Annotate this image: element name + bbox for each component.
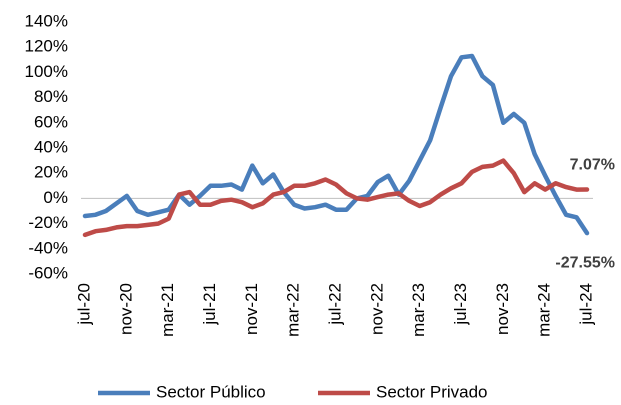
y-tick-label: 0% bbox=[43, 188, 68, 207]
y-tick-label: 120% bbox=[25, 37, 68, 56]
x-tick-label: mar-22 bbox=[284, 283, 303, 337]
y-tick-label: 60% bbox=[34, 112, 68, 131]
x-tick-label: mar-23 bbox=[409, 283, 428, 337]
y-tick-label: 100% bbox=[25, 62, 68, 81]
x-tick-label: jul-23 bbox=[451, 283, 470, 326]
y-tick-label: 140% bbox=[25, 11, 68, 30]
x-tick-label: mar-24 bbox=[535, 283, 554, 337]
y-tick-label: 20% bbox=[34, 163, 68, 182]
x-tick-label: nov-20 bbox=[116, 283, 135, 335]
x-tick-label: nov-22 bbox=[367, 283, 386, 335]
legend-label: Sector Público bbox=[156, 382, 266, 401]
legend-label: Sector Privado bbox=[376, 382, 488, 401]
x-tick-label: jul-21 bbox=[200, 283, 219, 326]
y-tick-label: -40% bbox=[28, 238, 68, 257]
value-label: 7.07% bbox=[570, 157, 615, 174]
x-tick-label: jul-24 bbox=[576, 283, 595, 326]
x-tick-label: mar-21 bbox=[158, 283, 177, 337]
y-tick-label: -20% bbox=[28, 213, 68, 232]
x-tick-label: jul-22 bbox=[325, 283, 344, 326]
series-line bbox=[82, 53, 590, 236]
series-line bbox=[82, 158, 590, 238]
y-tick-label: 80% bbox=[34, 87, 68, 106]
y-tick-label: 40% bbox=[34, 137, 68, 156]
x-tick-label: nov-23 bbox=[493, 283, 512, 335]
x-tick-label: jul-20 bbox=[74, 283, 93, 326]
y-tick-label: -60% bbox=[28, 263, 68, 282]
x-tick-label: nov-21 bbox=[242, 283, 261, 335]
value-label: -27.55% bbox=[555, 254, 615, 271]
